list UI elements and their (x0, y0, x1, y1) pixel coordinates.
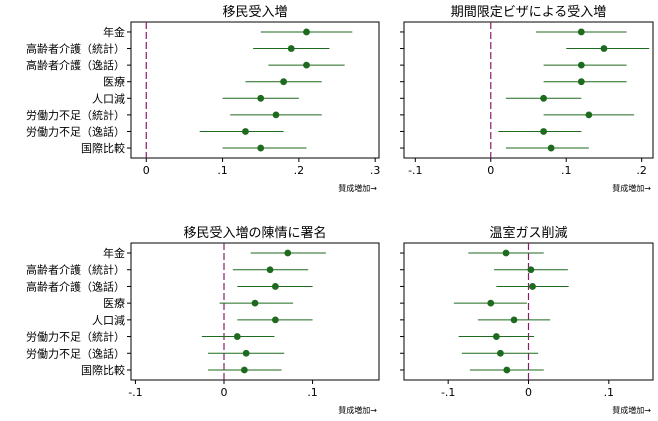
panel-title: 移民受入増 (222, 5, 287, 20)
x-axis-label: 賛成増加→ (612, 183, 651, 193)
category-label: 国際比較 (81, 363, 125, 377)
x-tick-label: .3 (370, 164, 381, 177)
point-estimate (547, 144, 555, 152)
point-estimate (251, 299, 259, 307)
point-estimate (257, 144, 265, 152)
point-estimate (577, 61, 585, 69)
point-estimate (242, 349, 250, 357)
x-tick-label: -.1 (128, 386, 142, 399)
x-axis-label: 賛成増加→ (338, 183, 377, 193)
category-label: 高齢者介護（逸話） (26, 58, 125, 72)
category-label: 高齢者介護（逸話） (26, 279, 125, 293)
point-estimate (233, 333, 241, 340)
x-tick-label: 0 (221, 386, 228, 399)
x-tick-label: 0 (143, 164, 150, 177)
category-label: 労働力不足（逸話） (26, 346, 125, 360)
category-label: 医療 (103, 75, 125, 89)
point-estimate (271, 283, 279, 290)
category-label: 人口減 (92, 91, 125, 105)
point-estimate (242, 128, 249, 135)
point-estimate (492, 333, 500, 340)
x-axis-label: 賛成増加→ (612, 405, 651, 415)
x-tick-label: .1 (217, 164, 228, 177)
point-estimate (303, 61, 310, 69)
point-estimate (503, 366, 511, 374)
point-estimate (540, 128, 547, 135)
panel-frame (403, 21, 654, 159)
point-estimate (585, 111, 593, 119)
panel-frame (130, 21, 380, 159)
category-label: 高齢者介護（統計） (26, 263, 125, 277)
category-label: 高齢者介護（統計） (26, 42, 125, 56)
point-estimate (502, 249, 510, 257)
point-estimate (266, 266, 274, 274)
category-label: 労働力不足（統計） (26, 330, 125, 344)
x-tick-label: 0 (525, 386, 532, 399)
point-estimate (257, 94, 265, 102)
point-estimate (287, 45, 295, 52)
x-tick-label: .2 (294, 164, 305, 177)
x-tick-label: -.1 (441, 386, 455, 399)
panel-title: 温室ガス削減 (489, 225, 567, 241)
x-tick-label: .1 (604, 386, 615, 399)
point-estimate (271, 316, 279, 324)
point-estimate (303, 28, 310, 36)
point-estimate (529, 283, 536, 290)
point-estimate (540, 94, 547, 102)
category-label: 労働力不足（統計） (26, 108, 125, 122)
point-estimate (577, 28, 585, 36)
x-tick-label: 0 (487, 164, 494, 177)
x-tick-label: .1 (561, 164, 572, 177)
panel-frame (130, 242, 380, 381)
x-tick-label: .1 (307, 386, 318, 399)
point-estimate (272, 111, 280, 119)
point-estimate (240, 366, 248, 374)
category-label: 国際比較 (81, 141, 125, 155)
point-estimate (527, 266, 535, 274)
point-estimate (487, 299, 495, 307)
point-estimate (496, 349, 504, 357)
point-estimate (280, 78, 288, 86)
x-axis-label: 賛成増加→ (338, 405, 377, 415)
point-estimate (600, 45, 608, 52)
point-estimate (510, 316, 518, 324)
x-tick-label: .2 (636, 164, 647, 177)
point-estimate (284, 249, 292, 257)
category-label: 人口減 (92, 313, 125, 327)
category-label: 労働力不足（逸話） (26, 124, 125, 138)
panel-title: 移民受入増の陳情に署名 (183, 225, 326, 241)
x-tick-label: -.1 (408, 164, 422, 177)
panel-title: 期間限定ビザによる受入増 (451, 5, 607, 20)
category-label: 医療 (103, 296, 125, 310)
category-label: 年金 (103, 246, 125, 260)
category-label: 年金 (103, 25, 125, 39)
point-estimate (577, 78, 585, 86)
